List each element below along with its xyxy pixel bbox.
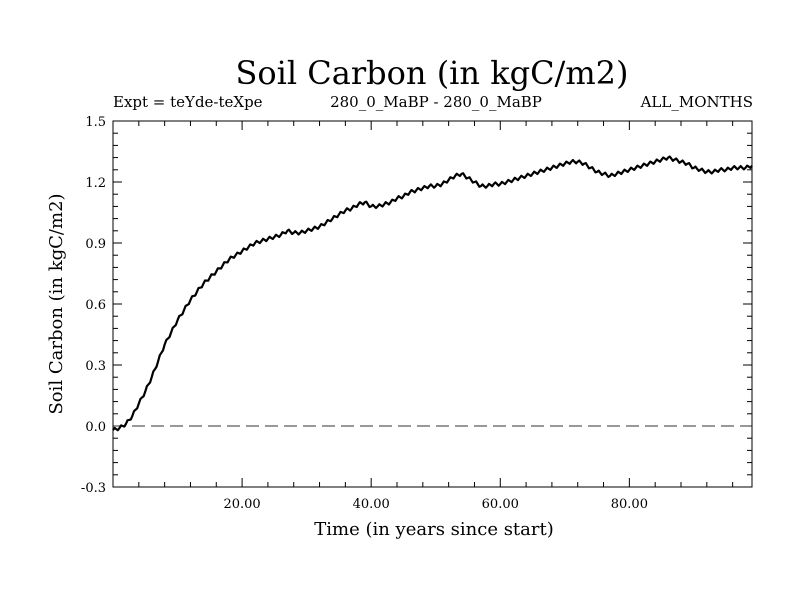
y-tick-label: 0.3 bbox=[85, 359, 106, 374]
y-tick-label: 0.9 bbox=[85, 237, 106, 252]
series-layer bbox=[112, 155, 753, 432]
x-tick-label: 60.00 bbox=[482, 497, 519, 512]
y-tick-label: 1.5 bbox=[85, 115, 106, 130]
months-label: ALL_MONTHS bbox=[640, 93, 753, 111]
chart-title: Soil Carbon (in kgC/m2) bbox=[235, 54, 628, 92]
x-tick-label: 20.00 bbox=[223, 497, 260, 512]
x-tick-label: 80.00 bbox=[611, 497, 648, 512]
y-tick-label: 0.6 bbox=[85, 298, 106, 313]
experiment-label: Expt = teYde-teXpe bbox=[113, 93, 263, 111]
y-tick-label: -0.3 bbox=[81, 481, 106, 496]
soil-carbon-series-line bbox=[112, 155, 753, 432]
x-axis-label: Time (in years since start) bbox=[314, 519, 554, 540]
y-tick-label: 1.2 bbox=[85, 176, 106, 191]
plot-frame bbox=[112, 120, 753, 488]
y-tick-label: 0.0 bbox=[85, 420, 106, 435]
ticks-layer: 20.00 40.00 60.00 80.00 -0.3 0.0 0.3 0.6 0.9 1.2 1… bbox=[81, 115, 752, 512]
x-tick-label: 40.00 bbox=[353, 497, 390, 512]
y-axis-label: Soil Carbon (in kgC/m2) bbox=[46, 193, 67, 414]
period-label: 280_0_MaBP - 280_0_MaBP bbox=[330, 93, 542, 111]
